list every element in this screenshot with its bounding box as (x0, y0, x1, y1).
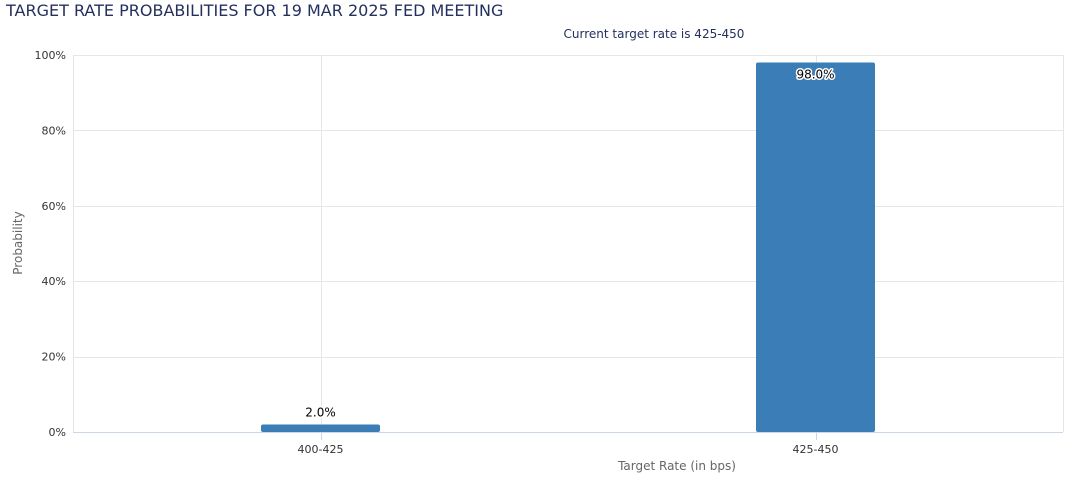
chart-subtitle: Current target rate is 425-450 (563, 27, 745, 41)
x-tick-label: 400-425 (298, 443, 344, 456)
y-tick-label: 0% (49, 426, 66, 439)
y-tick-label: 20% (42, 351, 66, 364)
y-axis-ticks: 0% 20% 40% 60% 80% 100% (35, 49, 66, 439)
bar-425-450[interactable] (756, 62, 875, 432)
data-labels: 2.0% 98.0% (304, 66, 836, 421)
data-label: 98.0% (796, 68, 834, 82)
bar-400-425[interactable] (261, 424, 380, 432)
y-tick-label: 40% (42, 275, 66, 288)
x-tick-label: 425-450 (793, 443, 839, 456)
bars (261, 62, 875, 432)
y-tick-label: 80% (42, 124, 66, 137)
data-label: 2.0% (305, 405, 336, 419)
y-axis-title: Probability (11, 211, 25, 274)
x-axis-title: Target Rate (in bps) (617, 459, 736, 473)
y-tick-label: 100% (35, 49, 66, 62)
x-axis-ticks: 400-425 425-450 (73, 432, 1063, 456)
y-tick-label: 60% (42, 200, 66, 213)
chart-title: TARGET RATE PROBABILITIES FOR 19 MAR 202… (6, 1, 504, 20)
grid-lines (73, 55, 1064, 432)
